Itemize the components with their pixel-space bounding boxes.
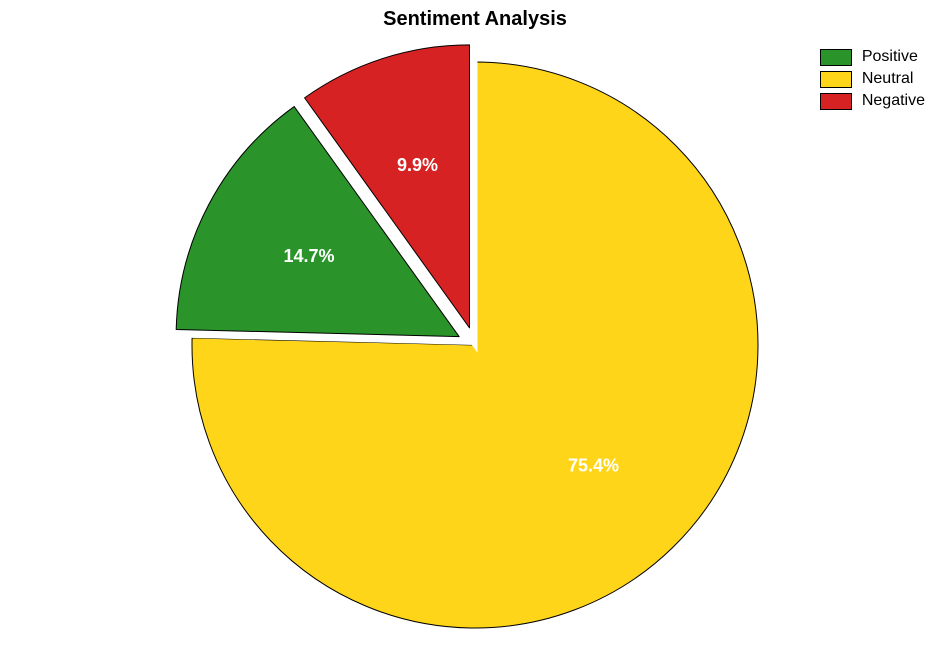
legend-label-neutral: Neutral <box>862 70 914 88</box>
legend: Positive Neutral Negative <box>820 48 925 114</box>
legend-item-positive: Positive <box>820 48 925 66</box>
pie-chart: 75.4% 14.7% 9.9% <box>0 0 950 662</box>
slice-label-neutral: 75.4% <box>568 455 619 475</box>
legend-swatch-neutral <box>820 71 852 88</box>
legend-label-positive: Positive <box>862 48 918 66</box>
legend-swatch-positive <box>820 49 852 66</box>
legend-swatch-negative <box>820 93 852 110</box>
slice-label-negative: 9.9% <box>397 155 438 175</box>
slice-label-positive: 14.7% <box>284 246 335 266</box>
legend-item-negative: Negative <box>820 92 925 110</box>
legend-label-negative: Negative <box>862 92 925 110</box>
legend-item-neutral: Neutral <box>820 70 925 88</box>
